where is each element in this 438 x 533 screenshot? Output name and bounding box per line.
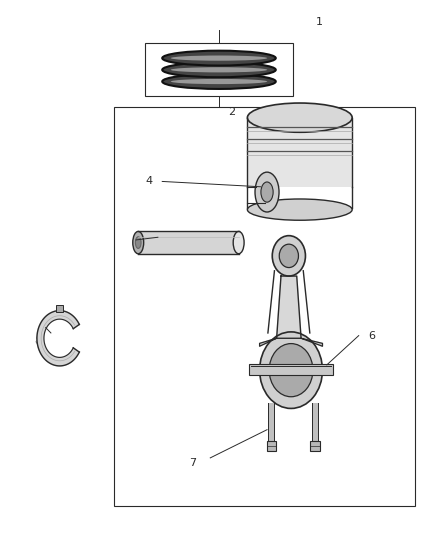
Bar <box>145 43 293 96</box>
Ellipse shape <box>247 103 352 132</box>
Bar <box>114 107 416 506</box>
Ellipse shape <box>133 231 144 254</box>
Ellipse shape <box>171 55 267 61</box>
Bar <box>267 441 276 451</box>
Text: 1: 1 <box>316 17 323 27</box>
Bar <box>247 118 352 187</box>
Polygon shape <box>277 276 301 338</box>
Ellipse shape <box>260 332 322 408</box>
Ellipse shape <box>255 172 279 212</box>
Text: 7: 7 <box>189 458 196 468</box>
Bar <box>56 305 63 312</box>
Ellipse shape <box>261 182 273 202</box>
Text: 4: 4 <box>145 176 153 187</box>
Bar <box>138 231 239 254</box>
Ellipse shape <box>247 199 352 220</box>
Polygon shape <box>301 338 322 346</box>
Ellipse shape <box>171 67 267 72</box>
Ellipse shape <box>162 62 276 77</box>
Polygon shape <box>260 338 277 346</box>
Text: 6: 6 <box>368 330 375 341</box>
Ellipse shape <box>269 344 313 397</box>
Bar <box>312 403 318 441</box>
Bar <box>310 441 320 451</box>
Ellipse shape <box>162 74 276 89</box>
Ellipse shape <box>279 244 298 268</box>
Ellipse shape <box>162 51 276 66</box>
Ellipse shape <box>135 237 141 248</box>
Ellipse shape <box>272 236 305 276</box>
Polygon shape <box>37 311 79 366</box>
Text: 2: 2 <box>229 107 236 117</box>
Text: 8: 8 <box>34 336 41 346</box>
Ellipse shape <box>171 79 267 84</box>
Text: 5: 5 <box>150 240 157 250</box>
Bar <box>268 403 275 441</box>
Ellipse shape <box>233 231 244 254</box>
Bar <box>249 364 333 375</box>
